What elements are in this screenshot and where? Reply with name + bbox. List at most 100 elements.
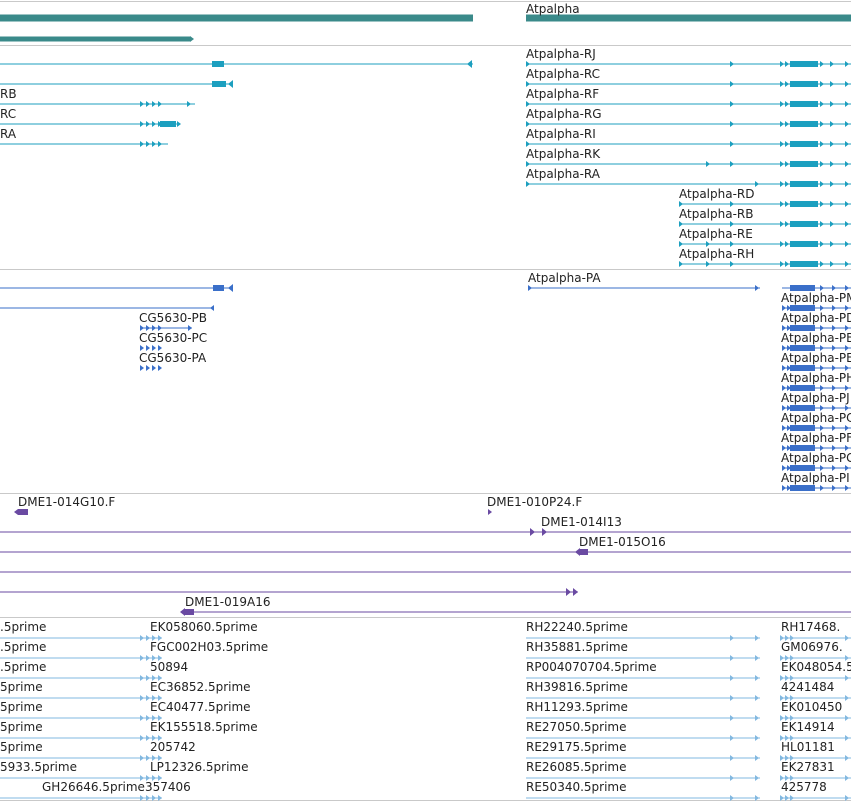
- strand-arrow-right: [146, 365, 150, 371]
- feature-label[interactable]: .5prime: [0, 640, 46, 654]
- feature-label[interactable]: Atpalpha-RF: [526, 87, 599, 101]
- feature-label[interactable]: EK27831: [781, 760, 835, 774]
- feature-label[interactable]: Atpalpha-PE: [781, 351, 851, 365]
- feature-label[interactable]: EK14914: [781, 720, 835, 734]
- feature-label[interactable]: RH39816.5prime: [526, 680, 628, 694]
- strand-arrow-right: [679, 241, 683, 247]
- feature-label[interactable]: .5prime: [0, 620, 46, 634]
- feature-label[interactable]: .5prime: [0, 660, 46, 674]
- strand-arrow-right: [845, 81, 849, 87]
- feature-label[interactable]: Atpalpha: [526, 2, 580, 16]
- feature-label[interactable]: Atpalpha-PH: [781, 371, 851, 385]
- feature-label[interactable]: DME1-019A16: [185, 595, 271, 609]
- feature-label[interactable]: GM06976.: [781, 640, 843, 654]
- exon-block: [18, 509, 28, 515]
- feature-label[interactable]: LP12326.5prime: [150, 760, 249, 774]
- feature-label[interactable]: Atpalpha-RI: [526, 127, 596, 141]
- feature-label[interactable]: Atpalpha-PJ: [781, 391, 850, 405]
- feature-label[interactable]: DME1-014G10.F: [18, 495, 115, 509]
- feature-label[interactable]: EK048054.5: [781, 660, 851, 674]
- feature-label[interactable]: DME1-010P24.F: [487, 495, 582, 509]
- feature-label[interactable]: 5prime: [0, 720, 43, 734]
- feature-label[interactable]: Atpalpha-PG: [781, 451, 851, 465]
- feature-label[interactable]: HL01181: [781, 740, 835, 754]
- feature-label[interactable]: CG5630-PC: [139, 331, 207, 345]
- feature-label[interactable]: EK058060.5prime: [150, 620, 258, 634]
- strand-arrow-right: [152, 325, 156, 331]
- feature-label[interactable]: RP004070704.5prime: [526, 660, 657, 674]
- feature-label[interactable]: EC36852.5prime: [150, 680, 251, 694]
- feature-label[interactable]: Atpalpha-PB: [781, 331, 851, 345]
- strand-arrow-right: [152, 345, 156, 351]
- feature-label[interactable]: CG5630-PA: [139, 351, 207, 365]
- feature-label[interactable]: Atpalpha-RB: [679, 207, 753, 221]
- strand-arrow-right: [782, 365, 786, 371]
- feature-label[interactable]: Atpalpha-RA: [526, 167, 601, 181]
- exon-block: [790, 445, 815, 451]
- feature-label[interactable]: RE26085.5prime: [526, 760, 627, 774]
- feature-label[interactable]: RE50340.5prime: [526, 780, 627, 794]
- strand-arrow-right: [152, 775, 156, 781]
- feature-label[interactable]: 50894: [150, 660, 188, 674]
- feature-label[interactable]: 5prime: [0, 700, 43, 714]
- exon-block: [185, 609, 194, 615]
- strand-arrow-right: [158, 655, 162, 661]
- feature-label[interactable]: 5prime: [0, 740, 43, 754]
- feature-label[interactable]: Atpalpha-RJ: [526, 47, 596, 61]
- feature-label[interactable]: RH17468.: [781, 620, 840, 634]
- strand-arrow-right: [845, 365, 849, 371]
- feature-label[interactable]: Atpalpha-PD: [781, 311, 851, 325]
- feature-label[interactable]: RH35881.5prime: [526, 640, 628, 654]
- feature-label[interactable]: Atpalpha-RK: [526, 147, 601, 161]
- exon-block: [790, 61, 818, 67]
- feature-label[interactable]: RC: [0, 107, 16, 121]
- feature-label[interactable]: Atpalpha-PI: [781, 471, 850, 485]
- feature-label[interactable]: Atpalpha-RC: [526, 67, 600, 81]
- strand-arrow-right: [820, 325, 824, 331]
- strand-arrow-right: [780, 81, 784, 87]
- feature-label[interactable]: RE29175.5prime: [526, 740, 627, 754]
- feature-label[interactable]: EK155518.5prime: [150, 720, 258, 734]
- feature-label[interactable]: EK010450: [781, 700, 842, 714]
- feature-label[interactable]: Atpalpha-PM: [781, 291, 851, 305]
- feature-label[interactable]: DME1-015O16: [579, 535, 666, 549]
- exon-block: [790, 141, 818, 147]
- feature-label[interactable]: CG5630-PB: [139, 311, 207, 325]
- strand-arrow-right: [152, 655, 156, 661]
- strand-arrow-right: [820, 385, 824, 391]
- strand-arrow-right: [755, 755, 759, 761]
- strand-arrow-right: [780, 161, 784, 167]
- feature-label[interactable]: 5prime: [0, 680, 43, 694]
- feature-label[interactable]: 4241484: [781, 680, 834, 694]
- feature-label[interactable]: RH22240.5prime: [526, 620, 628, 634]
- strand-arrow-right: [146, 755, 150, 761]
- feature-label[interactable]: RH11293.5prime: [526, 700, 628, 714]
- feature-label[interactable]: Atpalpha-PF: [781, 431, 851, 445]
- strand-arrow-right: [832, 365, 836, 371]
- feature-label[interactable]: Atpalpha-PC: [781, 411, 851, 425]
- strand-arrow-right: [845, 101, 849, 107]
- feature-label[interactable]: EC40477.5prime: [150, 700, 251, 714]
- feature-label[interactable]: 425778: [781, 780, 827, 794]
- strand-arrow-right: [158, 735, 162, 741]
- strand-arrow-right: [566, 588, 571, 596]
- strand-arrow-right: [820, 201, 824, 207]
- feature-label[interactable]: DME1-014I13: [541, 515, 622, 529]
- feature-label[interactable]: 5933.5prime: [0, 760, 77, 774]
- feature-label[interactable]: RB: [0, 87, 17, 101]
- feature-label[interactable]: GH26646.5prime: [42, 780, 145, 794]
- feature-label[interactable]: Atpalpha-RE: [679, 227, 753, 241]
- feature-label[interactable]: Atpalpha-PA: [528, 271, 601, 285]
- feature-label[interactable]: Atpalpha-RH: [679, 247, 754, 261]
- strand-arrow-right: [785, 221, 789, 227]
- feature-label[interactable]: FGC002H03.5prime: [150, 640, 268, 654]
- strand-arrow-right: [730, 695, 734, 701]
- feature-label[interactable]: 357406: [145, 780, 191, 794]
- strand-arrow-right: [140, 365, 144, 371]
- feature-label[interactable]: Atpalpha-RD: [679, 187, 755, 201]
- feature-label[interactable]: 205742: [150, 740, 196, 754]
- feature-label[interactable]: RE27050.5prime: [526, 720, 627, 734]
- feature-label[interactable]: Atpalpha-RG: [526, 107, 602, 121]
- strand-arrow-right: [820, 305, 824, 311]
- feature-label[interactable]: RA: [0, 127, 17, 141]
